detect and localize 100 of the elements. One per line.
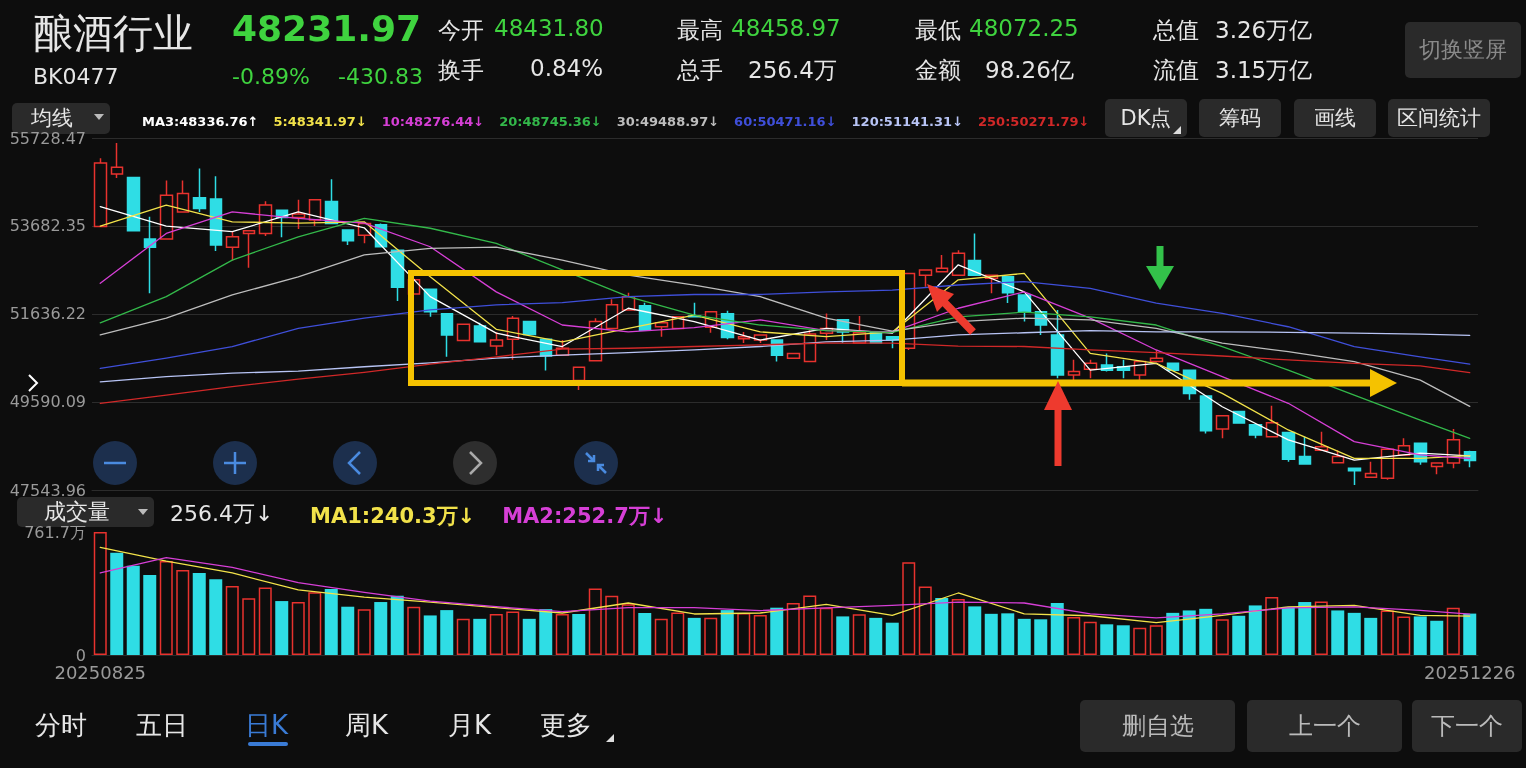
bar (456, 618, 470, 655)
bar (1067, 616, 1081, 655)
line-series (99, 546, 1471, 624)
bar (506, 611, 520, 655)
bar (324, 588, 338, 655)
bar (357, 609, 371, 655)
bar (407, 606, 421, 655)
line-series (99, 280, 1471, 370)
bar (1265, 597, 1279, 655)
bar (770, 607, 784, 655)
bar (1364, 617, 1378, 655)
candlestick (192, 167, 207, 213)
bar (572, 613, 586, 655)
bar (951, 598, 965, 655)
text: 金额 (915, 56, 961, 85)
candlestick (1199, 395, 1213, 435)
bar (588, 588, 602, 655)
text: 日K (245, 709, 289, 742)
bar (1182, 610, 1196, 655)
text: 256.4万↓ (170, 500, 274, 528)
bar (1314, 601, 1328, 655)
bar (704, 617, 718, 655)
text: 月K (448, 709, 492, 742)
text: 流值 (1153, 56, 1199, 85)
text: 区间统计 (1388, 99, 1490, 137)
candlestick (522, 320, 537, 336)
text: 3.15万亿 (1215, 56, 1313, 85)
candlestick (93, 157, 108, 228)
bar (885, 622, 899, 655)
text: 5:48341.97↓ (273, 114, 367, 129)
candlestick (159, 179, 174, 240)
bar (753, 614, 767, 655)
bar (1215, 619, 1229, 655)
candlestick (918, 269, 933, 288)
bar (209, 579, 223, 655)
bar (374, 602, 388, 655)
bar (836, 616, 850, 655)
candlestick (572, 366, 586, 391)
text: MA2:252.7万↓ (502, 503, 668, 528)
x-tick-label: 20251226 (1423, 661, 1516, 683)
candlestick (440, 313, 454, 358)
candlestick (1017, 294, 1032, 323)
text: DK点 (1105, 99, 1187, 137)
bar (671, 612, 685, 655)
bar (638, 613, 652, 655)
candlestick (341, 229, 355, 246)
text: 48072.25 (969, 15, 1079, 41)
text: -430.83 (338, 64, 423, 89)
candlestick (242, 230, 256, 269)
bar (489, 613, 503, 655)
bar (605, 595, 619, 655)
text: 120:51141.31↓ (851, 114, 964, 129)
text: 30:49488.97↓ (616, 114, 720, 129)
bar (1347, 612, 1361, 655)
bar (687, 617, 701, 655)
candlestick (209, 175, 223, 252)
bar (918, 586, 932, 655)
bar (258, 587, 272, 655)
bar (275, 601, 289, 655)
bar (869, 617, 883, 655)
line-series (99, 246, 1471, 407)
candlestick (1298, 436, 1312, 466)
text: 今开 (438, 16, 484, 45)
bar (440, 610, 454, 655)
candlestick (967, 232, 982, 276)
bar (786, 603, 800, 655)
bar (1463, 613, 1477, 655)
text: 总值 (1153, 16, 1199, 45)
candlestick (473, 322, 487, 343)
bar (803, 595, 817, 655)
text: 60:50471.16↓ (734, 114, 837, 129)
candlestick (1281, 431, 1296, 463)
bar (1397, 616, 1411, 655)
bar (110, 552, 124, 655)
bar (1380, 610, 1394, 655)
bar (984, 613, 998, 655)
text: 最低 (915, 16, 961, 45)
bar (390, 595, 404, 655)
text: 256.4万 (748, 56, 837, 85)
bar (423, 615, 437, 655)
text: 20:48745.36↓ (499, 114, 602, 129)
bar (93, 532, 107, 655)
bar (522, 618, 536, 655)
bar (654, 618, 668, 655)
text: 总手 (677, 56, 723, 85)
text: 筹码 (1199, 99, 1281, 137)
candlestick (1149, 349, 1164, 363)
candlestick (1430, 462, 1444, 476)
candlestick (1364, 461, 1378, 479)
bar (737, 613, 751, 655)
bar (539, 609, 553, 655)
bar (1446, 607, 1460, 655)
candlestick (176, 179, 190, 213)
bar (621, 604, 635, 655)
text: 48231.97 (232, 8, 422, 49)
text: 分时 (35, 709, 87, 742)
candlestick (143, 215, 157, 294)
bar (1100, 624, 1114, 655)
y-tick-label: 51636.22 (9, 304, 86, 324)
candlestick (1248, 424, 1263, 439)
